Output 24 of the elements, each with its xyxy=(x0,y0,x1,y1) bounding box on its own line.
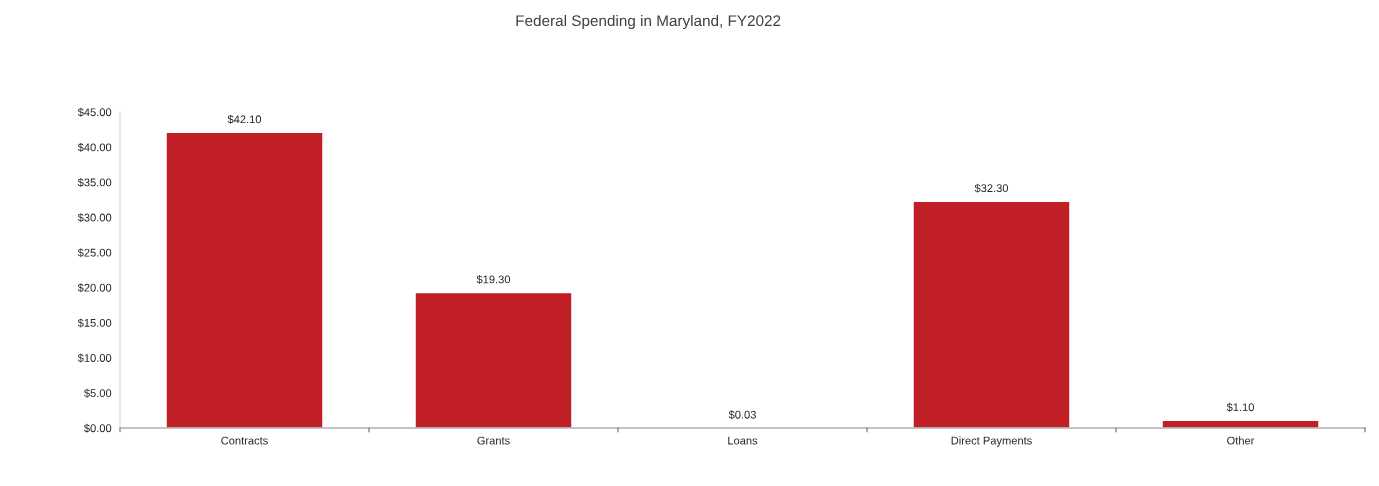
y-tick-label: $45.00 xyxy=(77,107,112,117)
data-label: $1.10 xyxy=(1226,402,1254,412)
x-tick-label: Direct Payments xyxy=(951,436,1032,447)
y-tick-label: $15.00 xyxy=(77,318,112,328)
x-tick-label: Contracts xyxy=(221,436,268,445)
bar xyxy=(165,131,324,428)
x-tick-label: Grants xyxy=(477,436,510,445)
data-label: $42.10 xyxy=(227,114,262,124)
y-tick-label: $10.00 xyxy=(77,353,112,363)
y-tick-label: $30.00 xyxy=(77,213,112,223)
data-label: $19.30 xyxy=(476,275,511,284)
bar xyxy=(414,291,573,428)
y-tick-label: $5.00 xyxy=(83,388,112,398)
data-label: $32.30 xyxy=(974,183,1009,193)
y-tick-label: $0.00 xyxy=(83,423,112,433)
y-tick-label: $25.00 xyxy=(77,248,112,258)
y-tick-label: $40.00 xyxy=(77,142,112,152)
bar xyxy=(912,200,1071,428)
y-tick-label: $35.00 xyxy=(77,178,112,188)
x-tick-label: Other xyxy=(1227,436,1255,445)
data-label: $0.03 xyxy=(728,410,756,420)
x-tick-label: Loans xyxy=(728,436,758,445)
chart-title: Federal Spending in Maryland, FY2022 xyxy=(516,14,781,30)
y-tick-label: $20.00 xyxy=(77,283,112,293)
